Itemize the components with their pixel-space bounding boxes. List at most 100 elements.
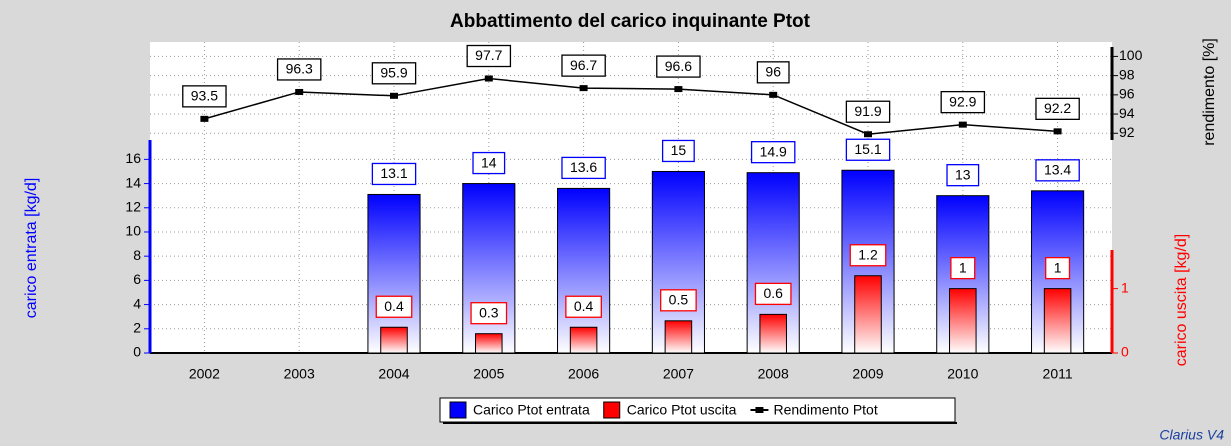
data-label-box	[660, 289, 697, 312]
data-label: 0.6	[763, 285, 783, 301]
data-label: 92.9	[949, 93, 976, 109]
y3-tick-label: 98	[1119, 66, 1135, 82]
data-label: 0.4	[384, 298, 404, 314]
y2-tick-label: 1	[1121, 279, 1129, 295]
x-tick-label: 2010	[947, 366, 978, 382]
data-label-box	[470, 302, 508, 325]
y-tick-label: 16	[125, 150, 141, 166]
y-axis-label: carico entrata [kg/d]	[23, 178, 40, 319]
bar	[569, 326, 598, 354]
y-tick-label: 10	[125, 223, 141, 239]
y3-axis-label: rendimento [%]	[1201, 38, 1218, 146]
data-label-box	[845, 100, 891, 123]
line	[204, 77, 1058, 136]
line-marker	[484, 75, 493, 82]
legend-label: Carico Ptot entrata	[473, 402, 590, 418]
x-tick-label: 2002	[189, 366, 220, 382]
data-label-box	[276, 58, 322, 81]
bar	[380, 326, 408, 354]
watermark: Clarius V4	[1159, 427, 1224, 443]
line-marker	[1053, 128, 1062, 135]
data-label: 96.6	[665, 58, 692, 74]
y2-tick-label: 0	[1121, 344, 1129, 360]
bar	[854, 275, 882, 354]
legend-box	[439, 397, 956, 423]
line-marker	[390, 92, 398, 99]
line-marker	[674, 86, 683, 93]
data-label-box	[561, 54, 606, 77]
y3-tick-label: 100	[1119, 47, 1143, 63]
data-label-box	[754, 282, 792, 306]
data-label: 13.1	[380, 165, 407, 181]
data-label: 1	[959, 259, 967, 275]
data-label: 14.9	[760, 143, 787, 159]
x-tick-label: 2011	[1043, 366, 1073, 382]
line-marker	[769, 91, 778, 98]
x-tick-label: 2009	[852, 366, 883, 382]
data-label-box	[466, 44, 512, 68]
data-label-box	[661, 139, 695, 163]
line-marker	[958, 121, 967, 128]
bar	[949, 288, 977, 354]
x-tick-label: 2003	[284, 366, 315, 382]
data-label: 0.4	[574, 298, 594, 314]
data-label-box	[756, 61, 790, 84]
data-label-box	[472, 151, 506, 175]
data-label: 91.9	[854, 103, 881, 119]
legend-label: Carico Ptot uscita	[627, 402, 737, 418]
x-tick-label: 2007	[663, 366, 694, 382]
data-label: 95.9	[380, 65, 407, 81]
line-marker	[864, 131, 872, 138]
data-label-box	[1045, 256, 1071, 280]
data-label: 93.5	[191, 88, 218, 104]
data-label-box	[561, 156, 606, 180]
y-tick-label: 12	[125, 198, 141, 214]
x-tick-label: 2006	[568, 366, 599, 382]
y3-tick-label: 94	[1119, 105, 1135, 121]
y-tick-label: 6	[133, 271, 141, 287]
data-label: 96.3	[286, 61, 313, 77]
bar	[664, 320, 693, 354]
legend-swatch	[603, 401, 621, 419]
line-marker	[295, 88, 304, 95]
data-label-box	[565, 295, 602, 318]
bar	[1043, 288, 1072, 354]
x-tick-label: 2005	[473, 366, 504, 382]
data-label-box	[950, 256, 976, 280]
data-label-box	[845, 138, 891, 161]
data-label: 96	[765, 64, 781, 80]
line-marker	[579, 85, 588, 92]
data-label: 13.4	[1044, 162, 1071, 178]
y-tick-label: 4	[133, 295, 141, 311]
data-label: 13	[955, 166, 971, 182]
y-tick-label: 8	[133, 247, 141, 263]
data-label: 1.2	[858, 246, 878, 262]
data-label: 0.5	[669, 292, 689, 308]
data-label: 92.2	[1044, 100, 1071, 116]
legend-swatch	[755, 407, 764, 413]
data-label-box	[1035, 97, 1080, 121]
data-label-box	[371, 62, 417, 85]
x-tick-label: 2004	[378, 366, 409, 382]
data-label-box	[946, 164, 980, 187]
y3-tick-label: 96	[1119, 86, 1135, 102]
data-label-box	[1035, 159, 1080, 182]
legend-swatch	[449, 401, 467, 419]
x-tick-label: 2008	[758, 366, 789, 382]
y-tick-label: 2	[133, 319, 141, 335]
legend-label: Rendimento Ptot	[773, 402, 877, 418]
y-tick-label: 14	[125, 174, 141, 190]
data-label-box	[656, 55, 701, 78]
data-label: 97.7	[475, 47, 502, 63]
bar	[759, 313, 787, 354]
data-label: 96.7	[570, 57, 597, 73]
data-label: 13.6	[570, 159, 597, 175]
y2-axis-label: carico uscita [kg/d]	[1173, 234, 1190, 367]
data-label: 15.1	[854, 141, 881, 157]
y-tick-label: 0	[133, 344, 141, 360]
data-label-box	[371, 162, 417, 186]
data-label-box	[750, 141, 796, 164]
y3-tick-label: 92	[1119, 124, 1135, 140]
